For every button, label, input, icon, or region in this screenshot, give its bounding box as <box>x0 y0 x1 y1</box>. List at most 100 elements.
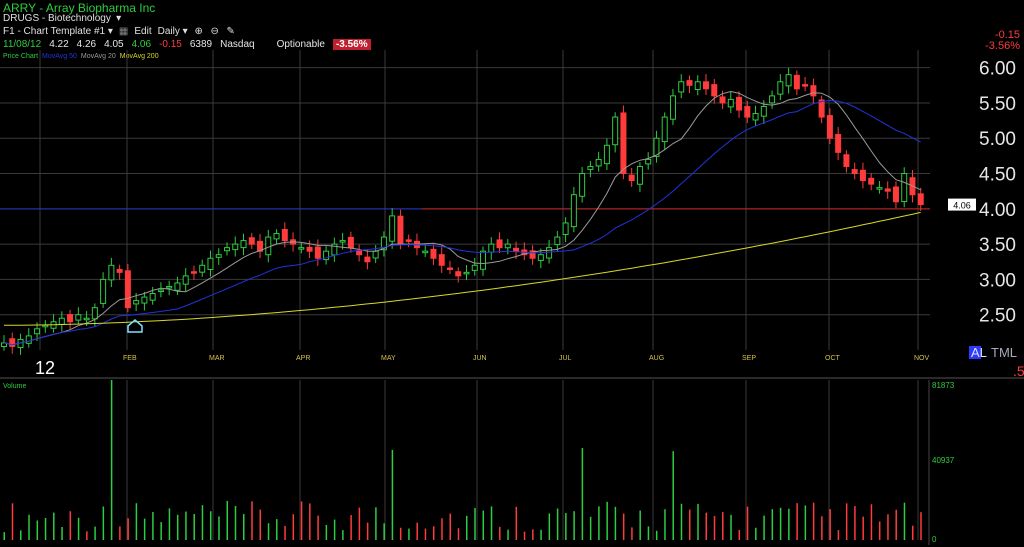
earnings-marker <box>127 319 143 333</box>
volume-bar <box>878 521 881 540</box>
volume-bar <box>556 508 559 540</box>
volume-bar <box>771 509 774 540</box>
ticker-label: AL <box>971 345 987 360</box>
candle-body <box>719 96 726 104</box>
volume-bar <box>598 506 600 540</box>
volume-bar <box>201 505 204 540</box>
volume-bar <box>581 448 584 540</box>
volume-bar <box>482 510 485 540</box>
grid-icon[interactable]: ▦ <box>118 26 129 37</box>
candle-body <box>174 282 181 291</box>
pencil-icon[interactable]: ✎ <box>226 26 235 37</box>
volume-bar <box>135 503 138 540</box>
volume-bar <box>515 506 518 540</box>
volume-bar <box>829 509 831 540</box>
edit-button[interactable]: Edit <box>134 26 152 37</box>
candle-body <box>331 243 338 256</box>
candle-body <box>314 246 321 259</box>
volume-bar <box>697 503 699 540</box>
candle-body <box>744 106 751 118</box>
volume-bar <box>276 519 278 540</box>
candle-body <box>843 154 850 167</box>
candle-body <box>884 188 891 192</box>
volume-bar <box>3 532 5 540</box>
template-label: F1 - Chart Template #1 <box>3 26 106 37</box>
volume-bar <box>309 503 311 540</box>
optionable-label: Optionable <box>276 39 325 50</box>
volume-bar <box>391 449 394 540</box>
volume-bar <box>432 526 435 540</box>
volume-bar <box>383 523 385 540</box>
volume-bar <box>408 528 410 540</box>
period-dropdown[interactable]: Daily ▾ <box>157 26 188 37</box>
month-label: JUN <box>473 355 487 362</box>
candle-body <box>430 248 437 259</box>
candle-body <box>835 133 842 153</box>
volume-bar <box>730 514 732 540</box>
corner-change-pct: -3.56% <box>985 40 1020 52</box>
candle-body <box>628 174 635 182</box>
zoom-out-icon[interactable]: ⊖ <box>210 26 219 37</box>
price-tick-label: 4.00 <box>979 200 1016 221</box>
candle-body <box>785 74 792 87</box>
volume-bar <box>573 511 575 540</box>
volume-bar <box>672 451 674 540</box>
candle-body <box>232 243 239 251</box>
sector-dropdown[interactable]: DRUGS - Biotechnology ▾ <box>3 13 124 24</box>
candle-body <box>323 250 330 261</box>
volume-bar <box>399 527 402 540</box>
volume-bar <box>895 509 897 540</box>
month-label: FEB <box>123 355 137 362</box>
volume-bar <box>870 504 873 540</box>
volume-bar <box>441 518 443 540</box>
volume-bar <box>499 526 501 540</box>
volume-bar <box>589 516 592 540</box>
candle-body <box>488 243 495 253</box>
candle-body <box>562 222 569 236</box>
zoom-in-icon[interactable]: ⊕ <box>194 26 203 37</box>
quote-volume: 6389 <box>189 39 213 50</box>
volume-bar <box>292 514 295 540</box>
quote-exchange: Nasdaq <box>220 39 255 50</box>
volume-bar <box>110 380 113 540</box>
candle-body <box>141 296 148 304</box>
candle-body <box>810 85 817 97</box>
candle-body <box>504 243 511 249</box>
candle-body <box>157 289 164 292</box>
candle-body <box>207 257 214 271</box>
legend-ma50: MovAvg 50 <box>42 53 77 60</box>
candle-body <box>901 173 908 203</box>
candle-body <box>339 240 346 243</box>
volume-bar <box>903 502 906 540</box>
volume-bar <box>11 503 14 540</box>
volume-bar <box>119 526 121 540</box>
volume-tick-label: 0 <box>932 535 937 544</box>
volume-bar <box>622 513 625 540</box>
month-label: APR <box>296 355 310 362</box>
candle-body <box>389 215 396 242</box>
candle-body <box>703 81 710 90</box>
volume-label: Volume <box>3 383 26 390</box>
volume-bar <box>416 522 418 540</box>
candle-body <box>215 254 222 258</box>
volume-bar <box>466 515 468 540</box>
candle-body <box>595 158 602 167</box>
volume-bar <box>36 520 39 540</box>
volume-bar <box>746 506 749 540</box>
candle-body <box>892 186 899 203</box>
candle-body <box>248 237 255 245</box>
candle-body <box>818 99 825 118</box>
volume-bar <box>86 531 88 540</box>
candle-body <box>463 271 470 275</box>
candle-body <box>380 236 387 251</box>
template-dropdown[interactable]: F1 - Chart Template #1 ▾ <box>3 26 113 37</box>
candle-body <box>554 236 561 246</box>
volume-bar <box>61 527 63 540</box>
quote-date: 11/08/12 <box>3 39 42 50</box>
volume-bar <box>152 512 154 540</box>
month-label: MAR <box>209 355 225 362</box>
ticker-highlight <box>969 346 981 359</box>
volume-bar <box>532 529 534 540</box>
candle-body <box>653 137 660 157</box>
